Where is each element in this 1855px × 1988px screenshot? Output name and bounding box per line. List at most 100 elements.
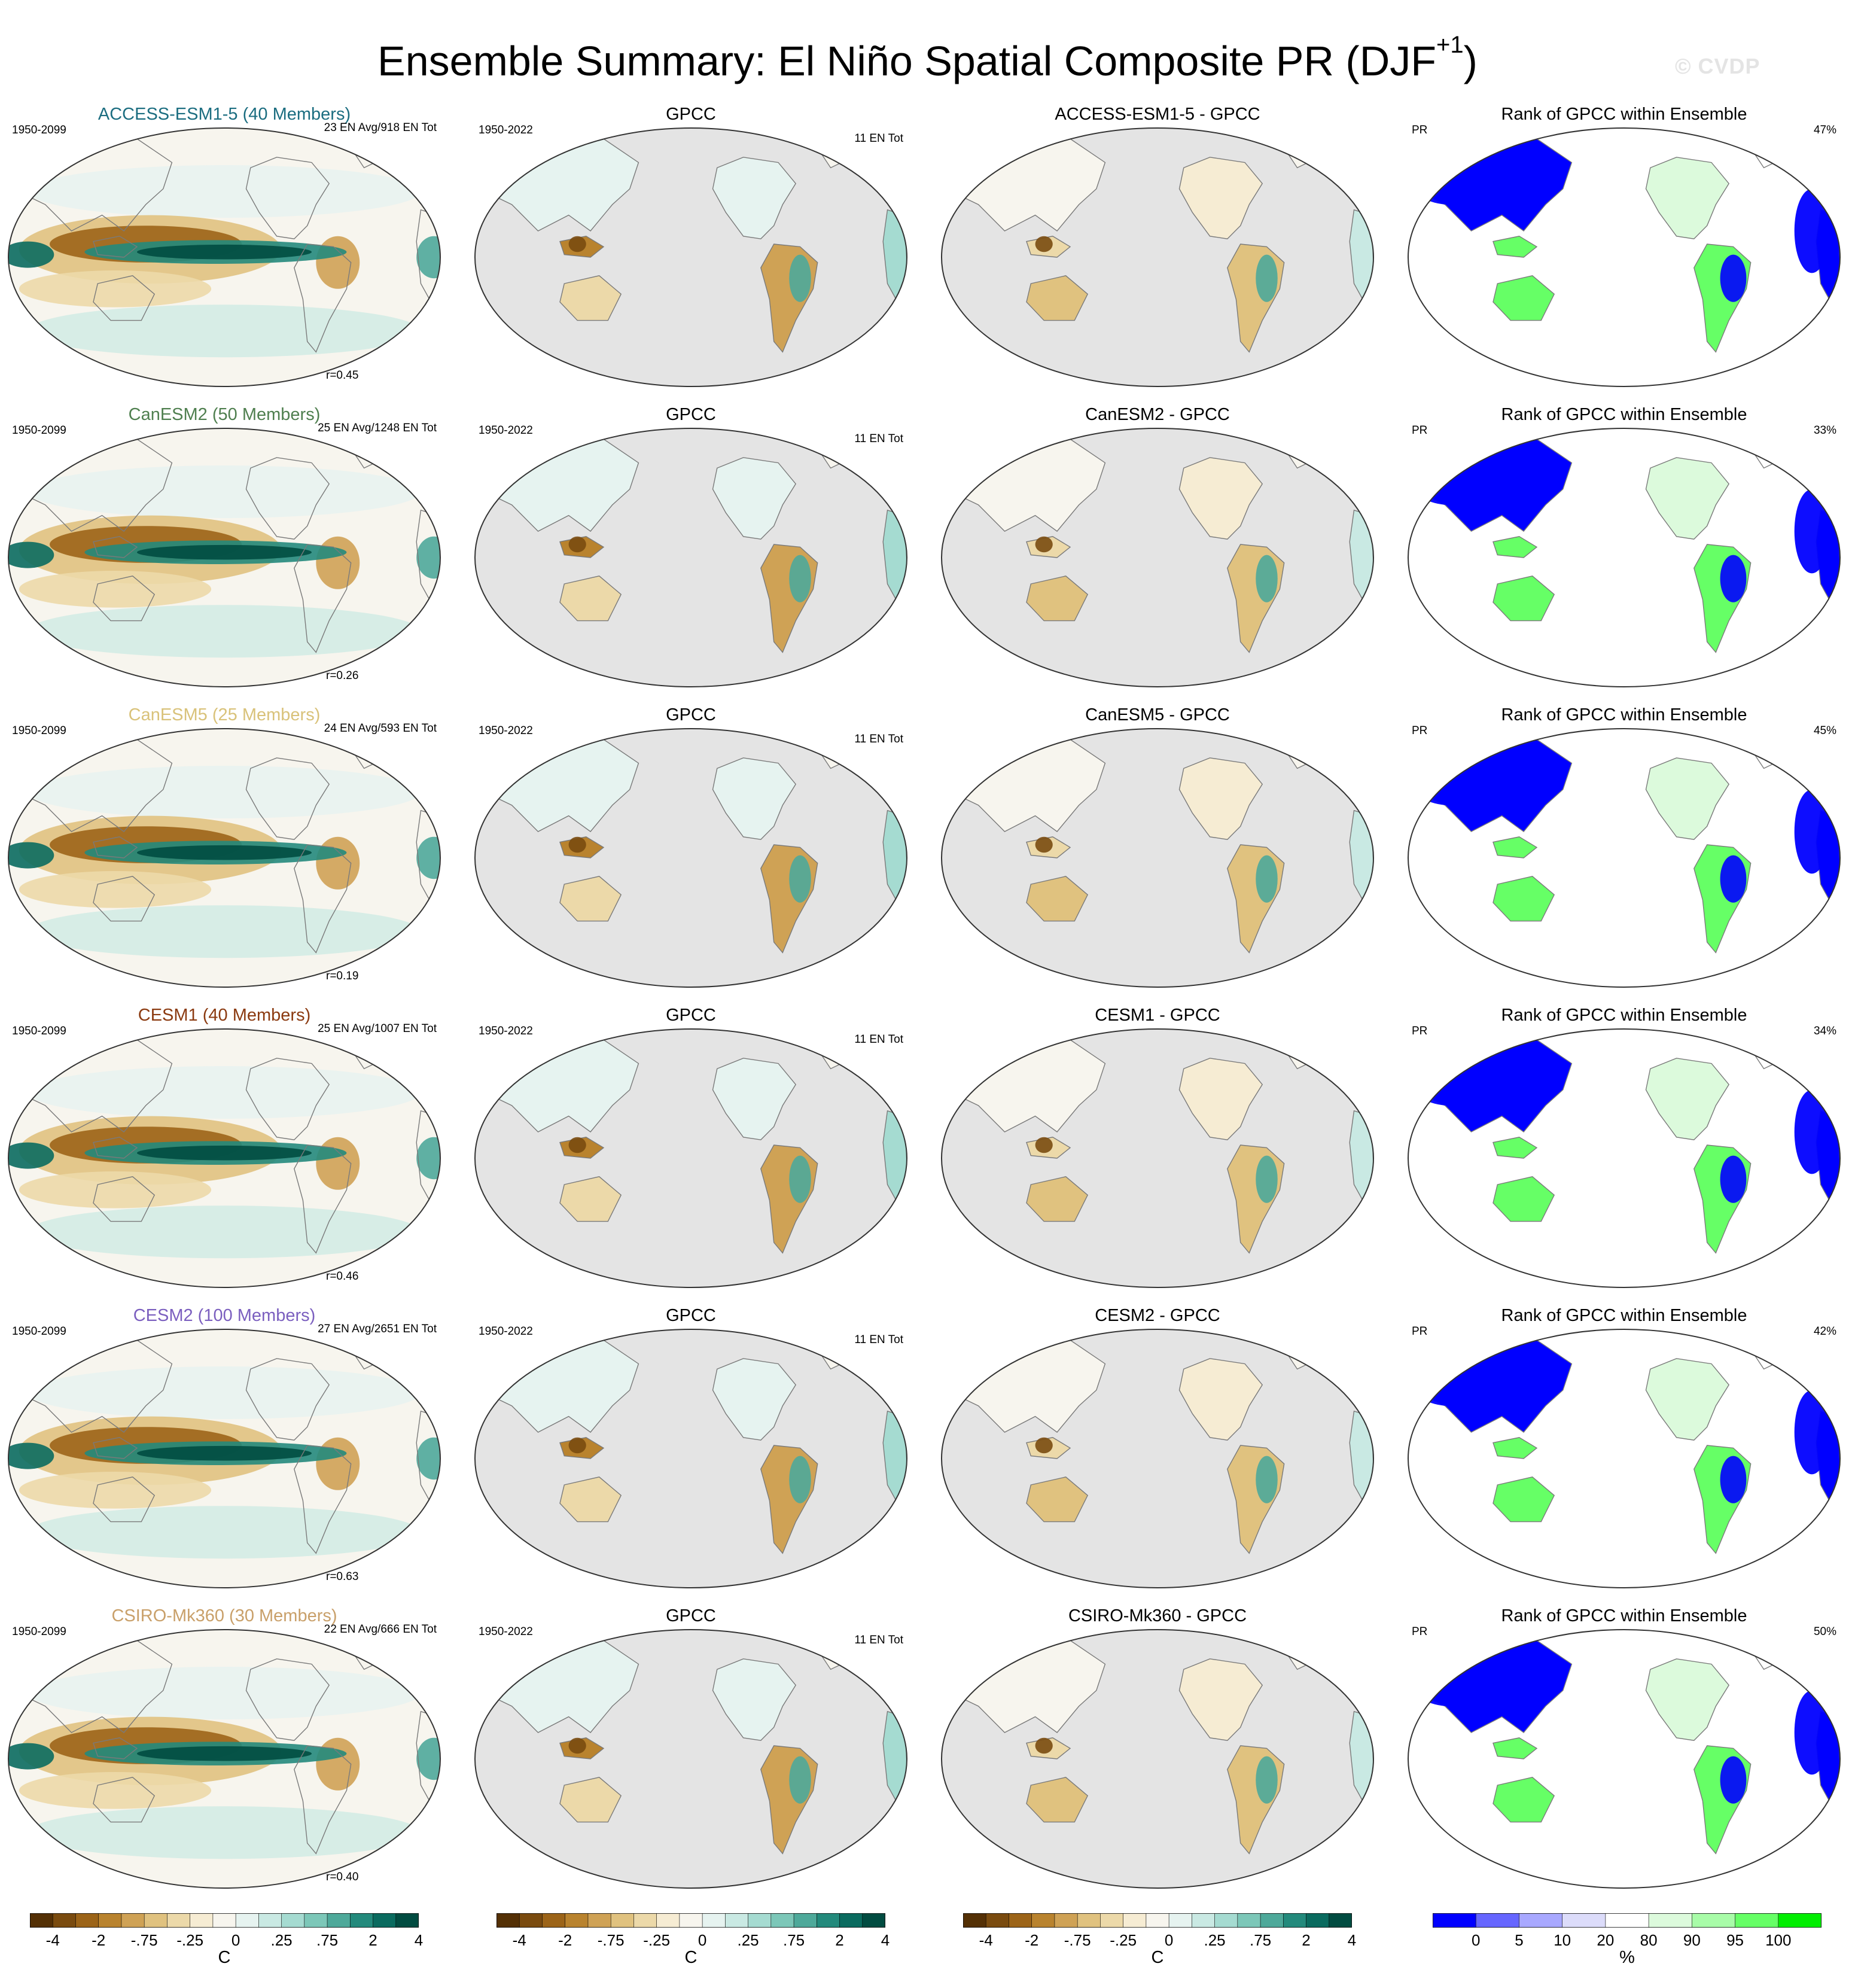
australia-land [1026, 576, 1089, 622]
colorbar-swatch [235, 1913, 260, 1928]
ensemble-count: 25 EN Avg/1248 EN Tot [318, 422, 437, 434]
southeast-south-america-wet [1256, 1756, 1278, 1804]
colorbar-swatch [1605, 1913, 1649, 1928]
southeast-south-america-wet [1256, 855, 1278, 903]
difference-panel: ACCESS-ESM1-5 - GPCC [939, 105, 1376, 398]
samerica-coastline [294, 1745, 352, 1855]
rank-variable: PR [1412, 124, 1428, 136]
colorbar-tick-label: .75 [782, 1931, 805, 1949]
obs-period: 1950-2022 [479, 124, 533, 136]
southeast-south-america-wet [789, 1456, 811, 1503]
australia-coastline [93, 876, 156, 922]
southeast-south-america-wet [789, 1756, 811, 1804]
australia-land [1492, 876, 1555, 922]
colorbar-tick-label: 2 [835, 1931, 844, 1949]
australia-land [1026, 1176, 1089, 1222]
namerica-land [1645, 1658, 1730, 1741]
ocean-mask [1408, 1329, 1840, 1588]
ocean-mask [475, 428, 907, 687]
namerica-land [712, 757, 797, 840]
obs-map [474, 1028, 907, 1288]
ocean-mask [1408, 1029, 1840, 1287]
colorbar-tick-label: 0 [1471, 1931, 1481, 1949]
north-pacific-wet-anomaly [28, 465, 421, 518]
map-frame [941, 728, 1374, 988]
map-frame [474, 428, 907, 687]
indian-ocean-wet-anomaly [8, 1142, 54, 1169]
difference-panel: CESM2 - GPCC [939, 1306, 1376, 1599]
namerica-land [1178, 1058, 1263, 1140]
colorbar-tick-label: -.75 [130, 1931, 158, 1949]
south-ocean-wet-anomaly [28, 605, 421, 658]
colorbar-tick-label: 4 [1347, 1931, 1357, 1949]
maritime-dry-core [1035, 836, 1053, 853]
colorbar-swatch [190, 1913, 214, 1928]
colorbar-swatch [167, 1913, 191, 1928]
colorbar-tick-label: -2 [92, 1931, 106, 1949]
model-period: 1950-2099 [12, 724, 66, 737]
equatorial-pacific-wet-core [137, 1145, 312, 1161]
colorbar-swatch [748, 1913, 772, 1928]
model-panel: ACCESS-ESM1-5 (40 Members) 1950-2099 23 EN… [6, 105, 443, 398]
colorbar-swatch [1237, 1913, 1261, 1928]
namerica-land [1645, 457, 1730, 540]
colorbar-tick-label: -4 [979, 1931, 993, 1949]
asia-low-rank-cluster [1410, 452, 1489, 505]
namerica-land [712, 457, 797, 540]
maritime-coastline [93, 536, 138, 558]
colorbar-tick-label: 5 [1515, 1931, 1524, 1949]
namerica-coastline [245, 1358, 330, 1441]
maritime-land [1492, 836, 1538, 858]
maritime-dry-core [568, 236, 586, 252]
diff-map [941, 1028, 1374, 1288]
colorbar-swatch [1283, 1913, 1307, 1928]
model-title: CESM2 (100 Members) [133, 1306, 316, 1325]
map-frame [941, 1629, 1374, 1889]
atlantic-wet-anomaly [416, 1737, 440, 1780]
southeast-south-america-wet [789, 855, 811, 903]
colorbar-swatch [121, 1913, 145, 1928]
gpcc-panel: GPCC 1950-2022 11 EN Tot [473, 1006, 909, 1299]
rank-map [1408, 428, 1841, 687]
model-title: ACCESS-ESM1-5 (40 Members) [98, 105, 351, 124]
map-frame [1408, 1329, 1841, 1588]
ocean-mask [475, 1630, 907, 1888]
rank-title: Rank of GPCC within Ensemble [1501, 105, 1747, 124]
ocean-mask [475, 1029, 907, 1287]
colorbar-tick-label: -.25 [643, 1931, 671, 1949]
south-pacific-dry-anomaly [19, 270, 212, 308]
rank-panel: Rank of GPCC within Ensemble PR 33% [1406, 405, 1842, 698]
diff-map [941, 728, 1374, 988]
gpcc-title: GPCC [666, 1306, 716, 1325]
maritime-dry-core [1035, 236, 1053, 252]
namerica-coastline [245, 457, 330, 540]
namerica-coastline [245, 157, 330, 239]
southeast-south-america-wet [789, 254, 811, 302]
difference-panel: CanESM2 - GPCC [939, 405, 1376, 698]
figure-title: Ensemble Summary: El Niño Spatial Compos… [0, 18, 1855, 88]
namerica-coastline [245, 1658, 330, 1741]
map-frame [474, 1028, 907, 1288]
southeast-south-america-wet [1256, 1456, 1278, 1503]
model-panel: CSIRO-Mk360 (30 Members) 1950-2099 22 EN A… [6, 1606, 443, 1899]
equatorial-pacific-wet-core [137, 1746, 312, 1761]
colorbar-swatch [212, 1913, 236, 1928]
pattern-correlation: r=0.63 [326, 1570, 359, 1583]
equatorial-pacific-wet-core [137, 544, 312, 560]
rank-title: Rank of GPCC within Ensemble [1501, 405, 1747, 424]
colorbar-swatch [281, 1913, 305, 1928]
north-pacific-wet-anomaly [28, 165, 421, 218]
diff-map [941, 1329, 1374, 1588]
south-ocean-wet-anomaly [28, 905, 421, 958]
rank-panel: Rank of GPCC within Ensemble PR 42% [1406, 1306, 1842, 1599]
rank-panel: Rank of GPCC within Ensemble PR 34% [1406, 1006, 1842, 1299]
south-america-low-rank [1720, 1155, 1747, 1203]
colorbar-swatch [1009, 1913, 1032, 1928]
asia-low-rank-cluster [1410, 1353, 1489, 1406]
difference-title: CSIRO-Mk360 - GPCC [1068, 1606, 1247, 1625]
equatorial-pacific-wet-core [137, 1445, 312, 1461]
colorbar-swatch [1433, 1913, 1477, 1928]
south-pacific-dry-anomaly [19, 1171, 212, 1208]
colorbar-swatch [1031, 1913, 1055, 1928]
colorbar-tick-label: .25 [737, 1931, 759, 1949]
